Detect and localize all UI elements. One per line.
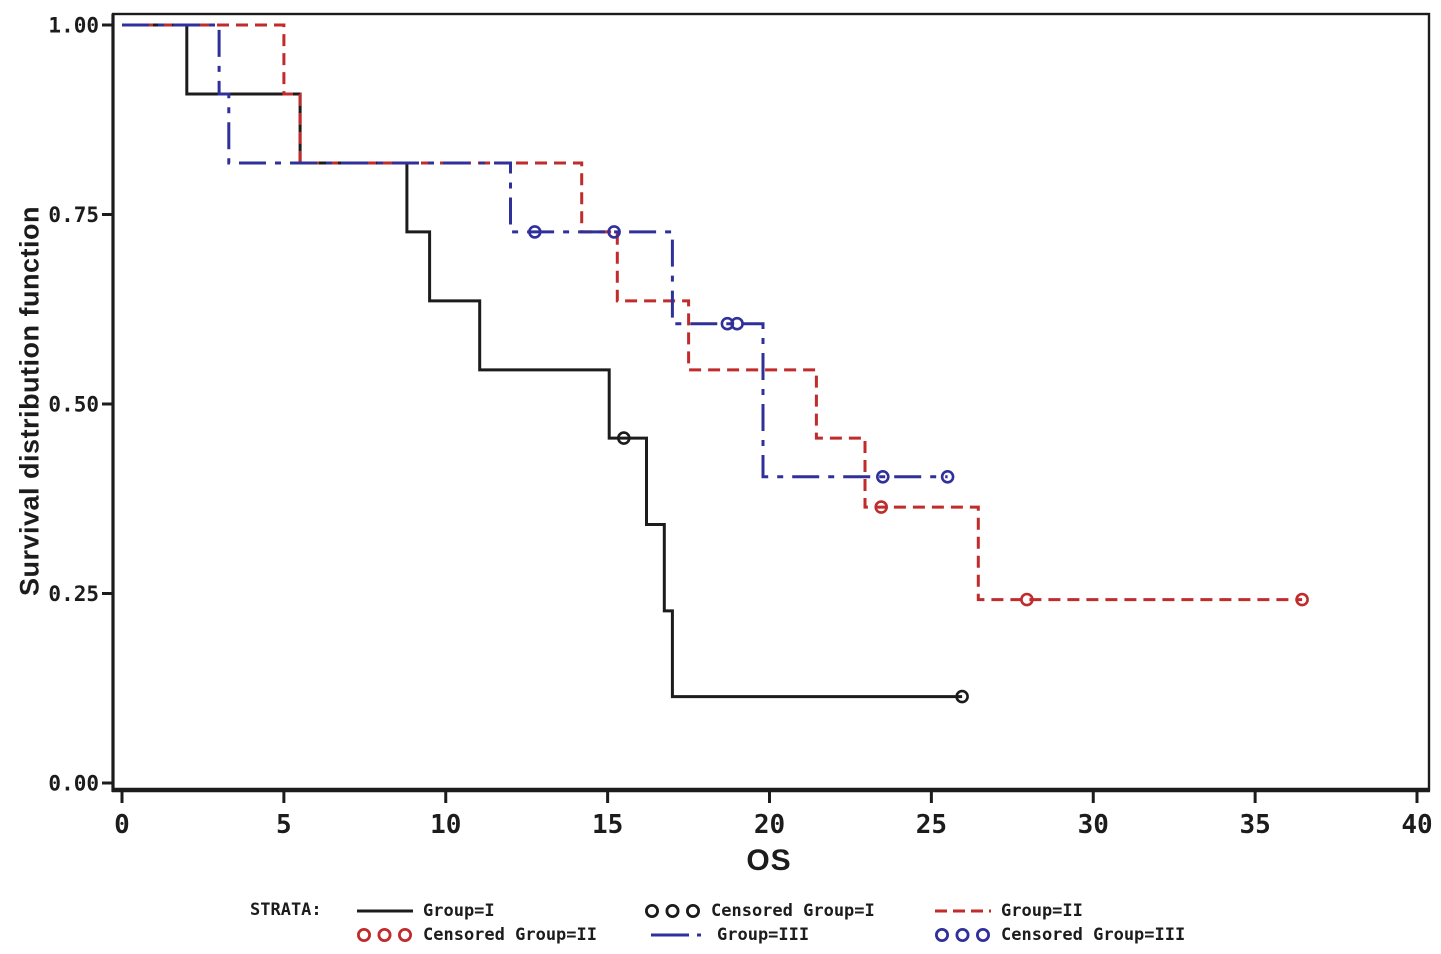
y-tick-label: 0.75 [48,203,99,227]
legend-item-group-iii: Group=III [650,924,809,946]
censored-sample-icon [357,928,413,942]
legend-strata-label: STRATA: [250,900,322,920]
survival-curve-group-iii [122,23,948,479]
survival-curve-group-i [122,23,963,699]
x-tick-label: 30 [1078,810,1109,840]
x-tick-label: 0 [114,810,130,840]
censor-mark-group-ii [1295,592,1309,607]
censored-sample-icon [935,928,991,942]
y-axis-title: Survival distribution function [14,205,45,597]
x-tick-label: 15 [592,810,623,840]
legend-item-censored-group-ii: Censored Group=II [356,924,597,946]
x-tick-label: 40 [1401,810,1432,840]
legend-item-label: Censored Group=I [711,901,875,921]
legend-item-label: Censored Group=II [423,925,597,945]
legend-item-group-ii: Group=II [934,900,1083,922]
legend-item-label: Censored Group=III [1001,925,1186,945]
x-tick-label: 5 [276,810,292,840]
line-sample-icon [935,909,991,913]
censored-sample-icon [645,904,701,918]
legend-item-label: Group=II [1001,901,1083,921]
legend-item-censored-group-iii: Censored Group=III [934,924,1185,946]
x-tick-label: 35 [1239,810,1270,840]
x-tick-label: 20 [754,810,785,840]
survival-curve-group-ii [122,23,1303,602]
censor-mark-group-ii [874,500,889,514]
y-tick-label: 1.00 [48,14,99,38]
censor-mark-group-i [616,431,631,445]
y-tick-label: 0.50 [48,393,99,417]
plot-border [111,12,1431,792]
censor-mark-group-iii [720,316,735,331]
y-tick-label: 0.00 [48,772,99,796]
line-sample-icon [651,933,707,937]
line-sample-icon [357,909,413,913]
x-tick-label: 25 [916,810,947,840]
legend-item-label: Group=I [423,901,495,921]
legend-item-label: Group=III [717,925,810,945]
censor-mark-group-iii [940,469,955,484]
censor-mark-group-ii [1020,592,1034,607]
censor-mark-group-iii [875,469,890,484]
censor-mark-group-iii [607,225,621,239]
censor-mark-group-iii [527,225,542,239]
y-tick-label: 0.25 [48,582,99,606]
censor-mark-group-i [955,689,969,704]
x-axis-title: OS [746,844,792,877]
legend-item-censored-group-i: Censored Group=I [644,900,875,922]
censor-mark-group-iii [730,316,744,331]
x-tick-label: 10 [430,810,461,840]
legend-item-group-i: Group=I [356,900,495,922]
